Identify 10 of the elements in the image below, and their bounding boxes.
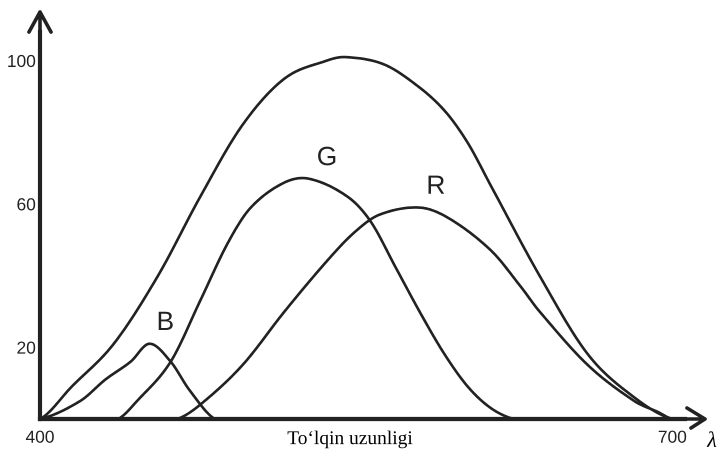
y-tick-label: 60 — [17, 198, 36, 210]
text: λ — [706, 431, 716, 447]
series-label: G — [318, 146, 336, 166]
x-tick-label: 400 — [26, 430, 54, 443]
y-tick-label: 100 — [8, 54, 36, 68]
series-label: R — [428, 176, 444, 194]
x-tick-label: 700 — [658, 430, 686, 443]
series-label: B — [158, 312, 173, 330]
x-axis-title: To‘lqin uzunligi — [288, 430, 412, 448]
y-tick-label: 20 — [17, 342, 36, 354]
